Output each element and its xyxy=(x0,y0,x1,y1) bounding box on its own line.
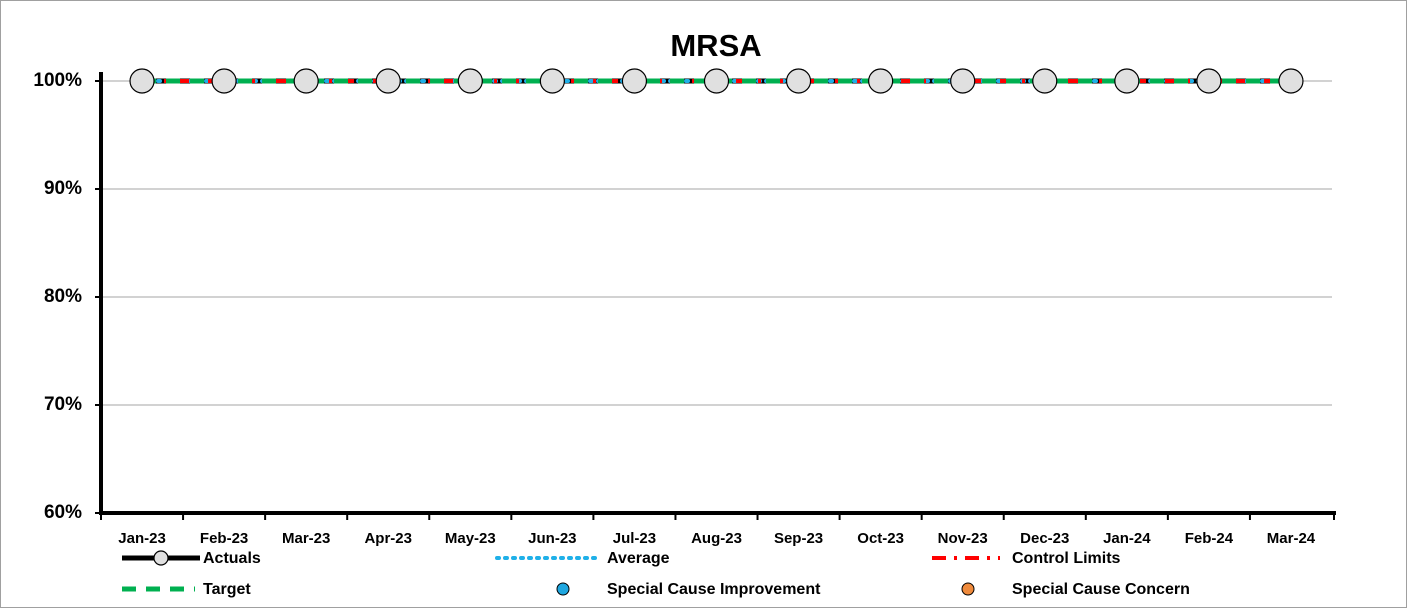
legend-swatch xyxy=(961,582,975,596)
legend-label: Average xyxy=(607,550,670,567)
x-tick-label: Sep-23 xyxy=(774,530,823,547)
x-tick-label: Jan-24 xyxy=(1103,530,1151,547)
y-tick-label: 80% xyxy=(44,286,82,307)
legend-label: Special Cause Improvement xyxy=(607,581,821,598)
data-point xyxy=(375,68,401,94)
x-tick-label: Nov-23 xyxy=(938,530,988,547)
legend-label: Special Cause Concern xyxy=(1012,581,1190,598)
y-tick-label: 90% xyxy=(44,178,82,199)
data-point xyxy=(457,68,483,94)
data-point xyxy=(1032,68,1058,94)
data-point xyxy=(1196,68,1222,94)
legend-label: Target xyxy=(203,581,251,598)
x-tick-label: Oct-23 xyxy=(857,530,904,547)
data-point xyxy=(1114,68,1140,94)
x-tick-label: May-23 xyxy=(445,530,496,547)
x-tick-label: Aug-23 xyxy=(691,530,742,547)
x-tick-label: Mar-24 xyxy=(1267,530,1316,547)
data-point xyxy=(621,68,648,94)
data-point xyxy=(293,68,319,94)
y-tick-label: 100% xyxy=(33,70,82,91)
data-point xyxy=(868,68,894,94)
y-tick-label: 70% xyxy=(44,394,82,415)
x-tick-label: Jan-23 xyxy=(118,530,166,547)
data-point xyxy=(1278,68,1304,94)
x-tick-label: Apr-23 xyxy=(364,530,412,547)
data-point xyxy=(950,68,976,94)
x-tick-label: Jun-23 xyxy=(528,530,576,547)
data-point xyxy=(703,68,730,94)
y-tick-label: 60% xyxy=(44,502,82,523)
data-point xyxy=(211,68,237,94)
x-tick-label: Mar-23 xyxy=(282,530,330,547)
chart-title: MRSA xyxy=(670,28,761,63)
legend-swatch xyxy=(153,550,169,566)
data-point xyxy=(539,68,565,94)
x-tick-label: Feb-23 xyxy=(200,530,248,547)
data-point xyxy=(129,68,155,94)
legend-label: Actuals xyxy=(203,550,261,567)
legend-swatch xyxy=(556,582,570,596)
legend-label: Control Limits xyxy=(1012,550,1121,567)
data-point xyxy=(785,68,812,94)
x-tick-label: Jul-23 xyxy=(613,530,656,547)
x-tick-label: Dec-23 xyxy=(1020,530,1069,547)
x-tick-label: Feb-24 xyxy=(1185,530,1234,547)
